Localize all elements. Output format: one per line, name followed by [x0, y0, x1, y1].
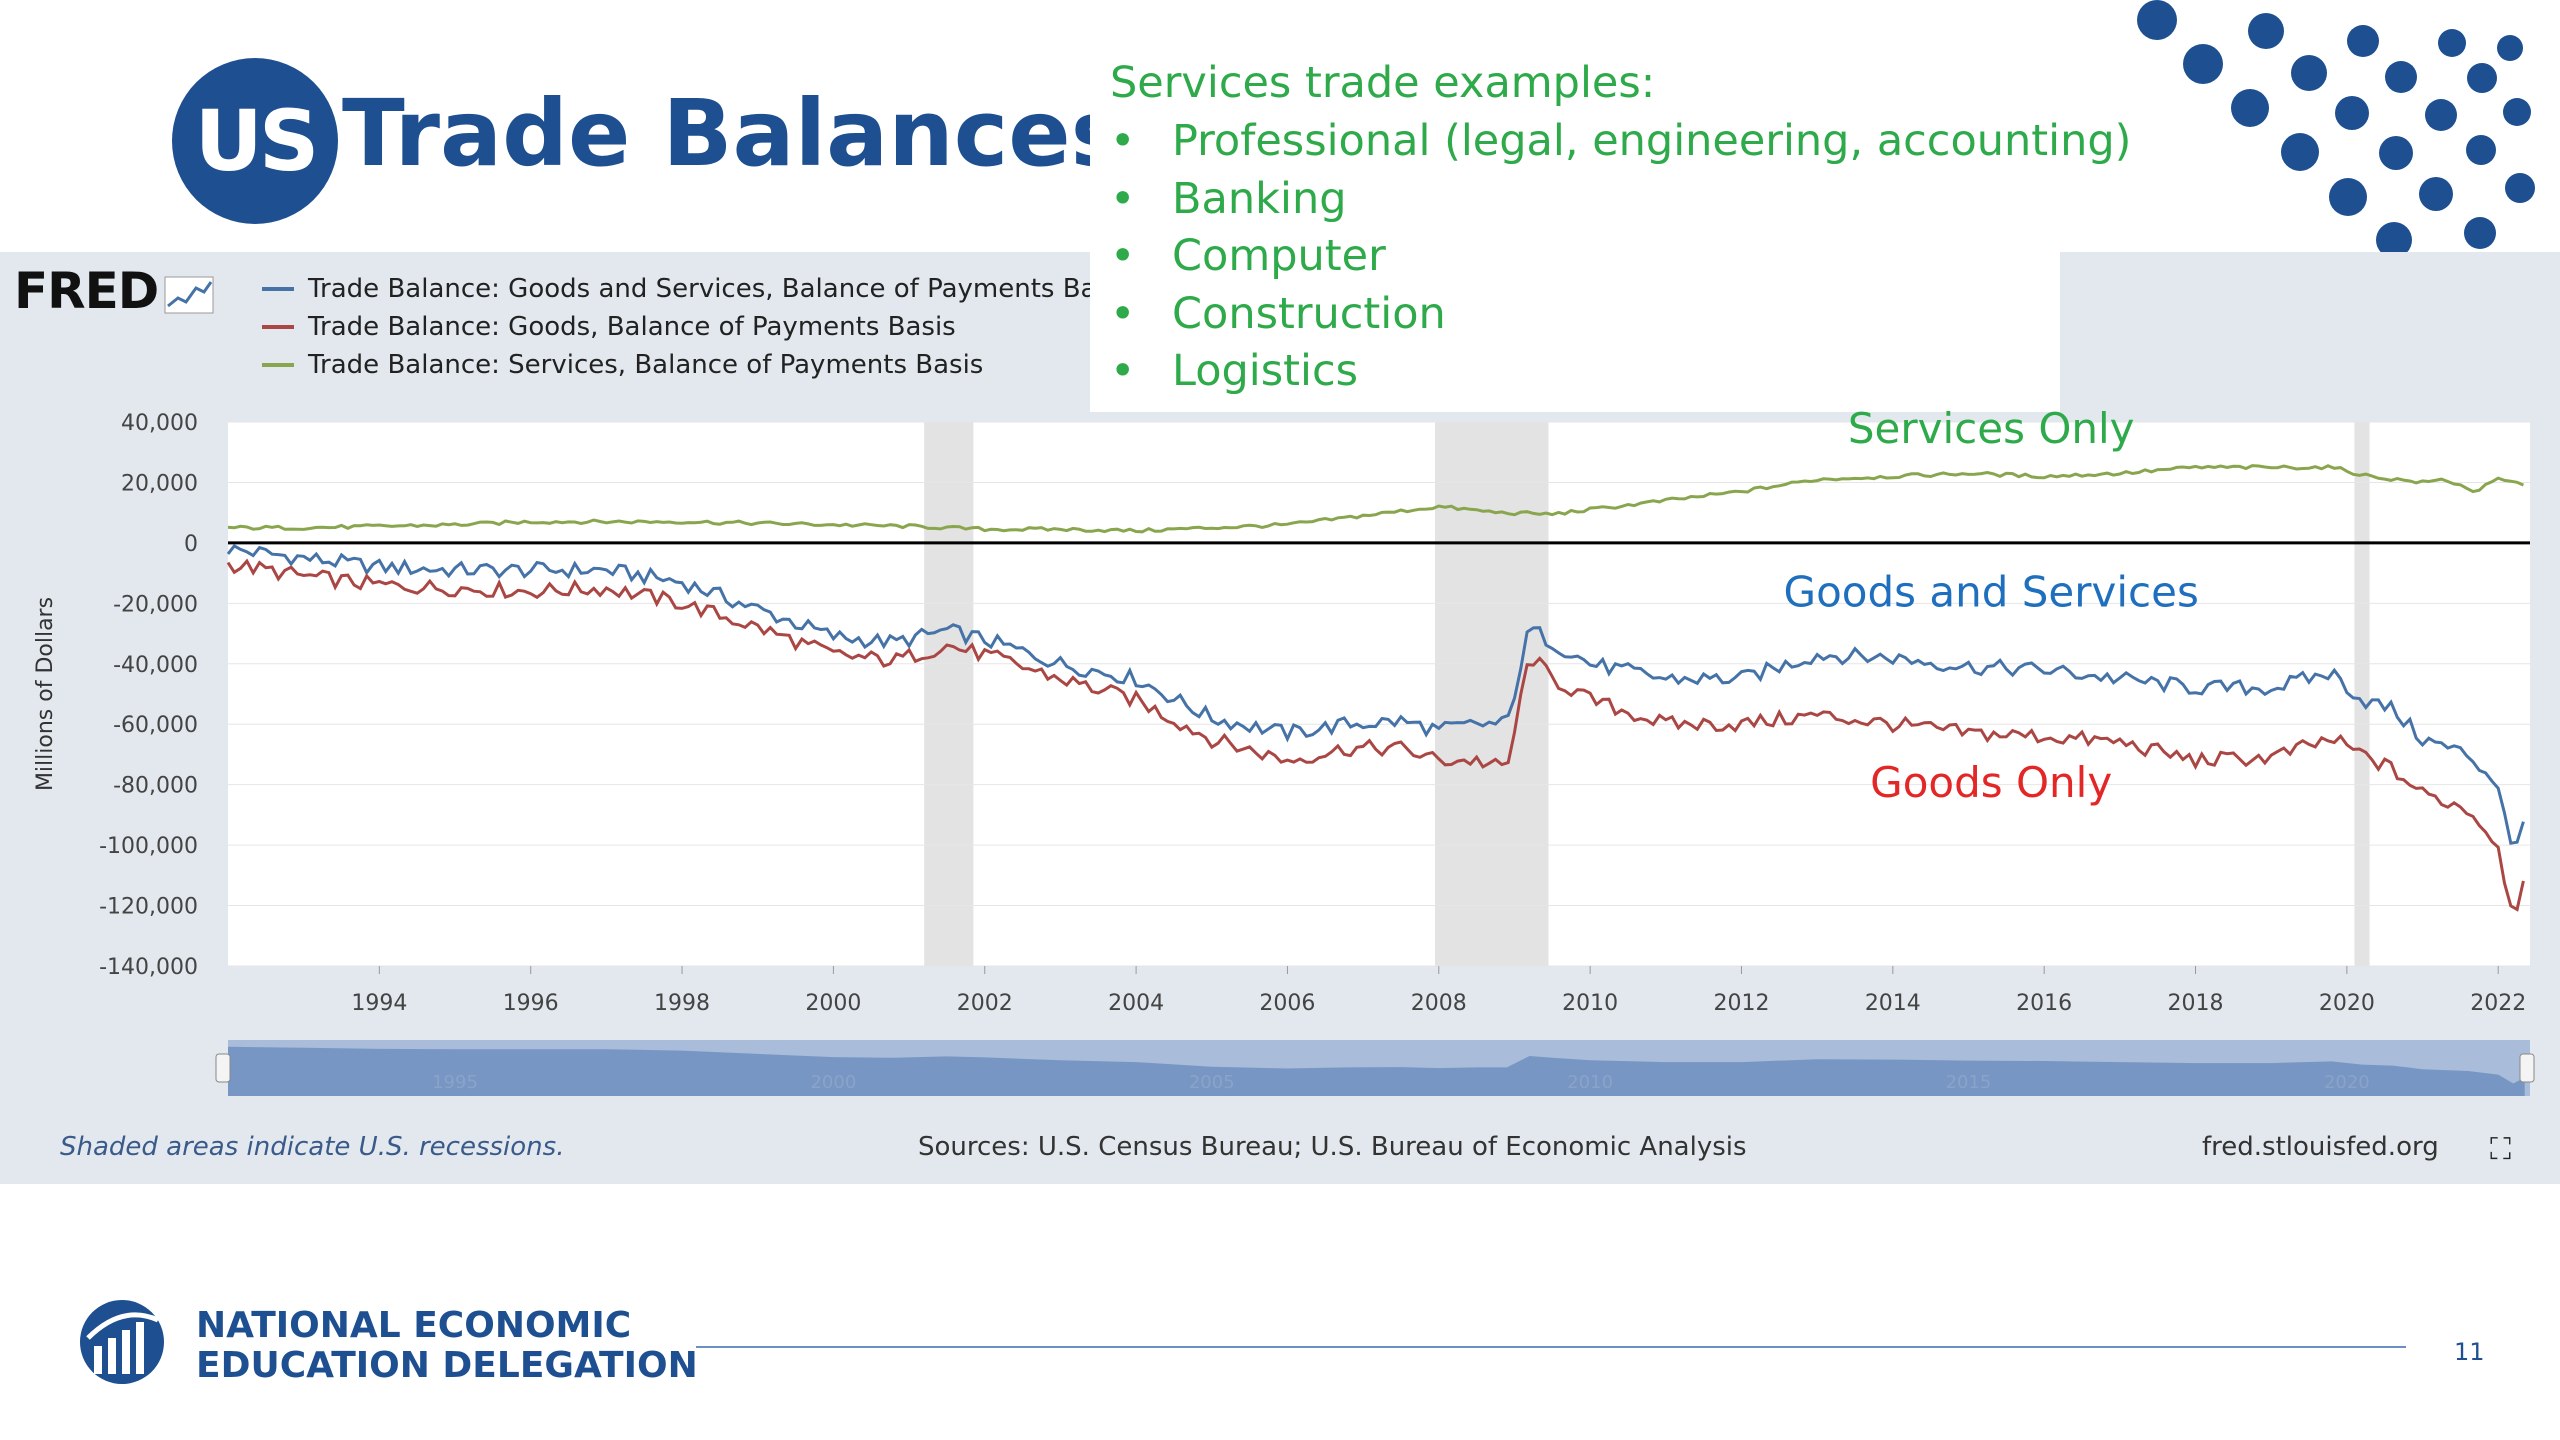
legend-item[interactable]: Trade Balance: Services, Balance of Paym… [262, 346, 1131, 384]
trade-balance-chart: 40,000 20,000 0 -20,000 -40,000 -60,000 -80,00… [33, 404, 2535, 1096]
nee-wordmark: NATIONAL ECONOMIC EDUCATION DELEGATION [196, 1305, 698, 1386]
page-number: 11 [2454, 1338, 2485, 1366]
legend-swatch [262, 287, 294, 291]
series-line [226, 543, 2525, 845]
y-tick-label: -80,000 [113, 774, 198, 799]
list-item: • Banking [1110, 173, 1347, 224]
recession-band [2354, 422, 2370, 966]
legend-item[interactable]: Trade Balance: Goods and Services, Balan… [262, 270, 1131, 308]
chart-annotation: Goods Only [1870, 758, 2112, 807]
navigator-tick-label: 2020 [2324, 1072, 2370, 1093]
x-tick-label: 2022 [2470, 991, 2526, 1016]
navigator-tick-label: 2005 [1189, 1072, 1235, 1093]
x-tick-label: 2004 [1108, 991, 1164, 1016]
chart-legend: Trade Balance: Goods and Services, Balan… [262, 270, 1131, 384]
y-tick-label: -60,000 [113, 713, 198, 738]
x-tick-label: 2010 [1562, 991, 1618, 1016]
recession-band [924, 422, 974, 966]
x-tick-label: 2020 [2319, 991, 2375, 1016]
legend-swatch [262, 325, 294, 329]
x-tick-label: 2016 [2016, 991, 2072, 1016]
footer-divider [696, 1346, 2406, 1348]
range-navigator[interactable]: 1995 2000 2005 2010 2015 2020 [215, 1040, 2535, 1096]
y-tick-label: 40,000 [121, 411, 198, 436]
navigator-left-handle[interactable] [215, 1053, 231, 1083]
y-tick-label: -20,000 [113, 592, 198, 617]
y-axis-label: Millions of Dollars [33, 597, 58, 791]
list-item: • Professional (legal, engineering, accou… [1110, 116, 2132, 166]
legend-swatch [262, 363, 294, 367]
series-line [227, 464, 2525, 534]
fred-site-link[interactable]: fred.stlouisfed.org [2202, 1132, 2439, 1162]
callout-heading: Services trade examples: [1110, 58, 1656, 108]
navigator-tick-label: 1995 [432, 1072, 478, 1093]
services-examples-callout: Services trade examples: • Professional (… [1090, 52, 2131, 412]
x-tick-label: 1996 [503, 991, 559, 1016]
y-tick-label: 20,000 [121, 471, 198, 496]
list-item: • Logistics [1110, 346, 1359, 396]
y-tick-label: -120,000 [99, 895, 198, 920]
legend-label: Trade Balance: Services, Balance of Paym… [308, 350, 984, 380]
chart-annotation: Goods and Services [1784, 567, 2199, 616]
fred-graph-icon [164, 276, 214, 313]
list-item: • Computer [1110, 231, 1386, 281]
nee-logo-icon [80, 1300, 164, 1384]
us-logo: US [172, 58, 338, 224]
page-title: Trade Balances [342, 80, 1126, 187]
y-tick-label: -140,000 [99, 955, 198, 980]
x-tick-label: 1998 [654, 991, 710, 1016]
x-tick-label: 2006 [1259, 991, 1315, 1016]
navigator-series [228, 1046, 2525, 1096]
navigator-right-handle[interactable] [2519, 1053, 2535, 1083]
x-tick-label: 2018 [2168, 991, 2224, 1016]
x-tick-label: 2002 [957, 991, 1013, 1016]
navigator-tick-label: 2015 [1946, 1072, 1992, 1093]
recession-band [1434, 422, 1549, 966]
expand-icon[interactable]: ⛶ [2490, 1132, 2511, 1167]
x-tick-label: 2012 [1713, 991, 1769, 1016]
sources-note: Sources: U.S. Census Bureau; U.S. Bureau… [918, 1132, 1747, 1162]
series-line [226, 558, 2525, 912]
recession-note: Shaded areas indicate U.S. recessions. [60, 1132, 565, 1162]
y-tick-label: -40,000 [113, 653, 198, 678]
x-tick-label: 1994 [351, 991, 407, 1016]
legend-label: Trade Balance: Goods, Balance of Payment… [308, 312, 956, 342]
chart-annotation: Services Only [1848, 404, 2135, 453]
examples-list: • Professional (legal, engineering, accou… [1110, 116, 2131, 404]
navigator-tick-label: 2000 [810, 1072, 856, 1093]
y-tick-label: 0 [184, 532, 198, 557]
y-tick-label: -100,000 [99, 834, 198, 859]
x-tick-label: 2008 [1411, 991, 1467, 1016]
list-item: • Construction [1110, 288, 1446, 339]
x-tick-label: 2000 [805, 991, 861, 1016]
x-tick-label: 2014 [1865, 991, 1921, 1016]
fred-logo: FRED [14, 262, 214, 320]
legend-label: Trade Balance: Goods and Services, Balan… [308, 274, 1131, 304]
navigator-tick-label: 2010 [1567, 1072, 1613, 1093]
legend-item[interactable]: Trade Balance: Goods, Balance of Payment… [262, 308, 1131, 346]
plot-area [228, 422, 2530, 966]
decorative-dots [2137, 0, 2535, 258]
